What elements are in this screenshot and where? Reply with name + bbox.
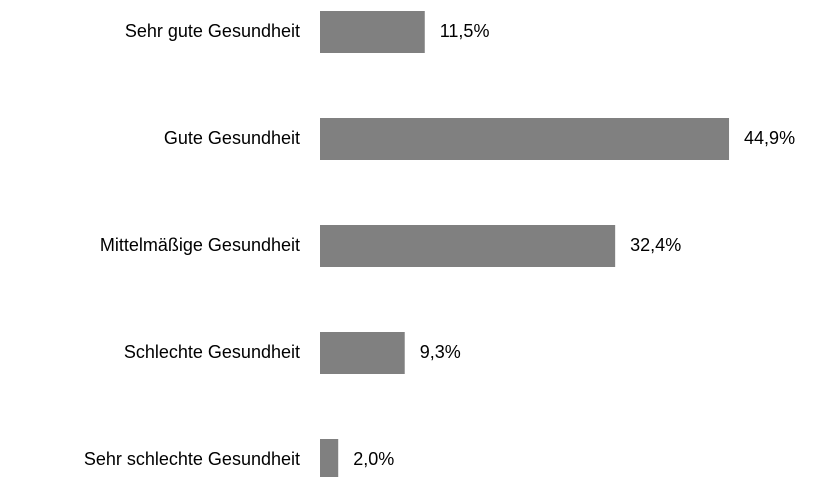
category-label: Gute Gesundheit xyxy=(164,128,300,148)
category-label: Schlechte Gesundheit xyxy=(124,342,300,362)
category-label: Sehr gute Gesundheit xyxy=(125,21,300,41)
category-label: Sehr schlechte Gesundheit xyxy=(84,449,300,469)
value-label: 2,0% xyxy=(353,449,394,469)
value-label: 44,9% xyxy=(744,128,795,148)
value-label: 32,4% xyxy=(630,235,681,255)
category-label: Mittelmäßige Gesundheit xyxy=(100,235,300,255)
value-label: 11,5% xyxy=(440,21,490,41)
bar xyxy=(320,118,730,160)
bar xyxy=(320,11,425,53)
bar xyxy=(320,332,405,374)
bar xyxy=(320,225,616,267)
value-label: 9,3% xyxy=(420,342,461,362)
bar xyxy=(320,439,339,477)
